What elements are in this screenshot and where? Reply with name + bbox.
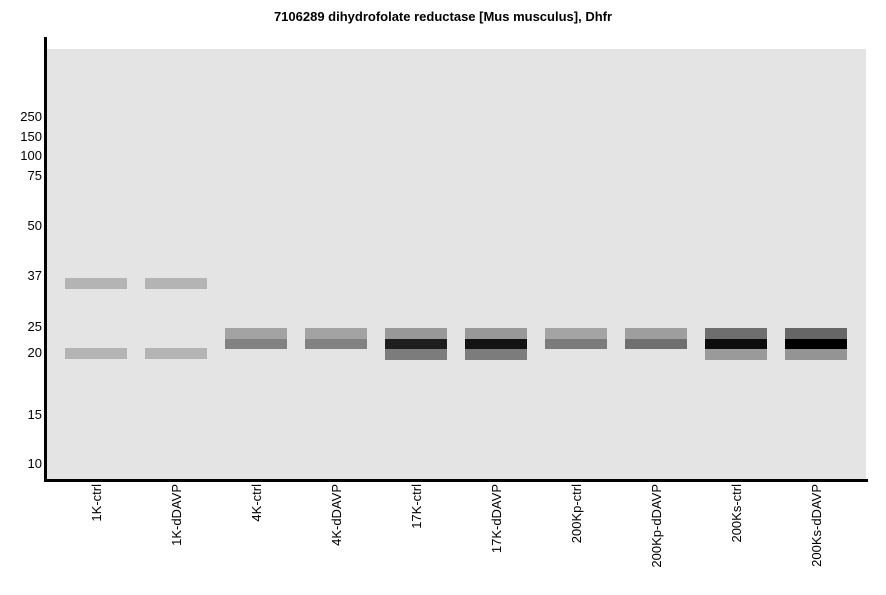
- y-axis-tick-label: 50: [27, 218, 42, 233]
- y-axis-tick-label: 15: [27, 407, 42, 422]
- gel-band: [785, 339, 847, 349]
- lane-label: 4K-ctrl: [249, 484, 264, 522]
- lane-label: 1K-dDAVP: [169, 484, 184, 546]
- gel-band: [785, 328, 847, 339]
- gel-band: [65, 348, 127, 359]
- plot-area: [47, 49, 866, 479]
- gel-band: [145, 348, 207, 359]
- gel-band: [385, 349, 447, 360]
- lane-label: 200Kp-dDAVP: [649, 484, 664, 568]
- gel-band: [225, 328, 287, 339]
- y-axis-tick-label: 20: [27, 345, 42, 360]
- gel-band: [465, 328, 527, 339]
- gel-band: [385, 328, 447, 339]
- y-axis-line: [44, 37, 47, 482]
- gel-band: [465, 349, 527, 360]
- lane-label: 200Ks-ctrl: [729, 484, 744, 543]
- gel-band: [305, 339, 367, 349]
- y-axis-tick-label: 150: [20, 129, 42, 144]
- y-axis-tick-label: 10: [27, 456, 42, 471]
- gel-band: [625, 339, 687, 349]
- y-axis-tick-label: 37: [27, 268, 42, 283]
- y-axis-tick-label: 100: [20, 148, 42, 163]
- lane-label: 1K-ctrl: [89, 484, 104, 522]
- y-axis-tick-label: 75: [27, 168, 42, 183]
- gel-band: [705, 349, 767, 360]
- gel-band: [65, 278, 127, 289]
- gel-band: [625, 328, 687, 339]
- chart-title: 7106289 dihydrofolate reductase [Mus mus…: [273, 9, 613, 24]
- y-axis-tick-label: 25: [27, 319, 42, 334]
- gel-band: [225, 339, 287, 349]
- gel-band: [145, 278, 207, 289]
- x-axis-line: [44, 479, 868, 482]
- lane-label: 200Ks-dDAVP: [809, 484, 824, 567]
- gel-band: [465, 339, 527, 349]
- gel-band: [545, 339, 607, 349]
- y-axis-tick-label: 250: [20, 109, 42, 124]
- lane-label: 200Kp-ctrl: [569, 484, 584, 544]
- gel-band: [545, 328, 607, 339]
- gel-band: [705, 339, 767, 349]
- gel-band: [385, 339, 447, 349]
- gel-band: [305, 328, 367, 339]
- gel-band: [785, 349, 847, 360]
- lane-label: 4K-dDAVP: [329, 484, 344, 546]
- lane-label: 17K-ctrl: [409, 484, 424, 529]
- gel-band: [705, 328, 767, 339]
- lane-label: 17K-dDAVP: [489, 484, 504, 554]
